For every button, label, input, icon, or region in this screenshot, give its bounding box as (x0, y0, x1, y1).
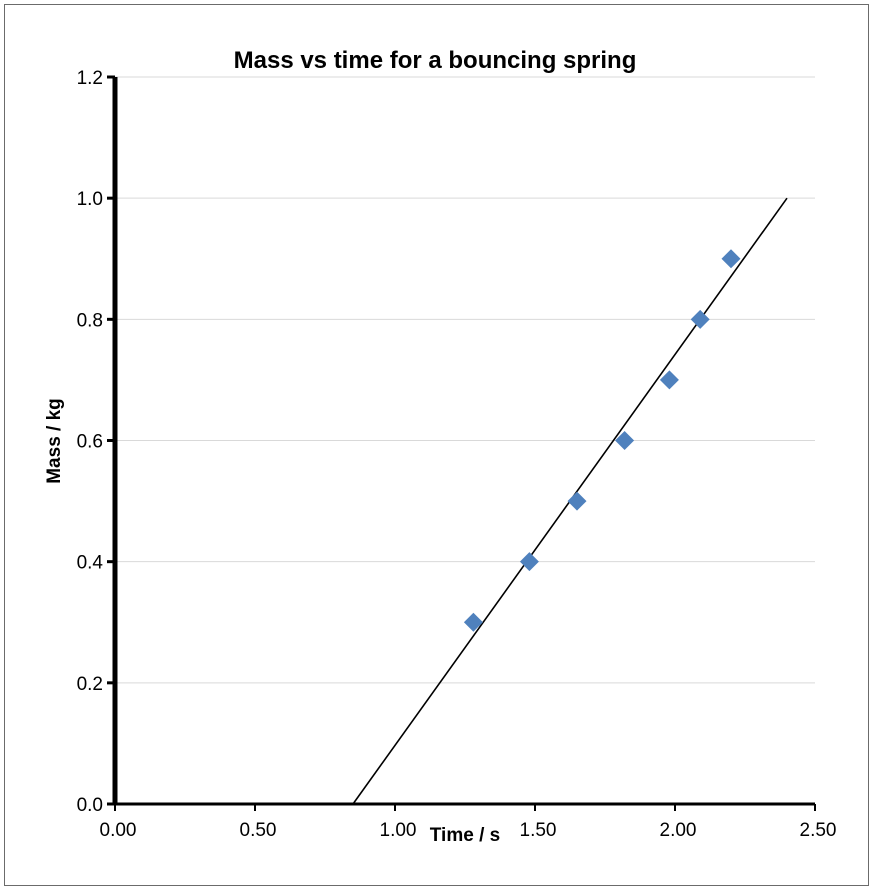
y-axis-title: Mass / kg (44, 398, 65, 484)
chart-title: Mass vs time for a bouncing spring (234, 47, 637, 74)
data-point-6 (721, 249, 741, 269)
x-tick-label-0: 0.00 (100, 820, 137, 841)
data-point-5 (690, 309, 710, 329)
data-point-2 (567, 491, 587, 511)
x-tick-label-2: 1.00 (380, 820, 417, 841)
x-tick-label-3: 1.50 (520, 820, 557, 841)
x-axis-title: Time / s (430, 825, 500, 846)
chart-frame (4, 4, 869, 886)
y-tick-label-6: 1.2 (77, 68, 103, 89)
y-tick-labels: 0.0 0.2 0.4 0.6 0.8 1.0 1.2 (77, 68, 104, 816)
x-tick-label-1: 0.50 (240, 820, 277, 841)
gridlines (115, 76, 815, 684)
y-tick-label-3: 0.6 (77, 432, 103, 453)
y-tick-label-2: 0.4 (77, 553, 104, 574)
y-tick-label-0: 0.0 (77, 795, 103, 816)
x-tick-label-4: 2.00 (660, 820, 697, 841)
y-tick-label-1: 0.2 (77, 674, 103, 695)
x-tick-labels: 0.00 0.50 1.00 1.50 2.00 2.50 (100, 820, 837, 841)
data-point-3 (615, 431, 635, 450)
y-tick-label-5: 1.0 (77, 189, 103, 210)
y-tick-label-4: 0.8 (77, 310, 103, 331)
x-tick-label-5: 2.50 (800, 820, 837, 841)
data-point-4 (659, 370, 679, 390)
data-points (463, 249, 741, 632)
axes (107, 75, 816, 811)
data-point-0 (463, 612, 483, 632)
data-point-1 (519, 552, 539, 572)
